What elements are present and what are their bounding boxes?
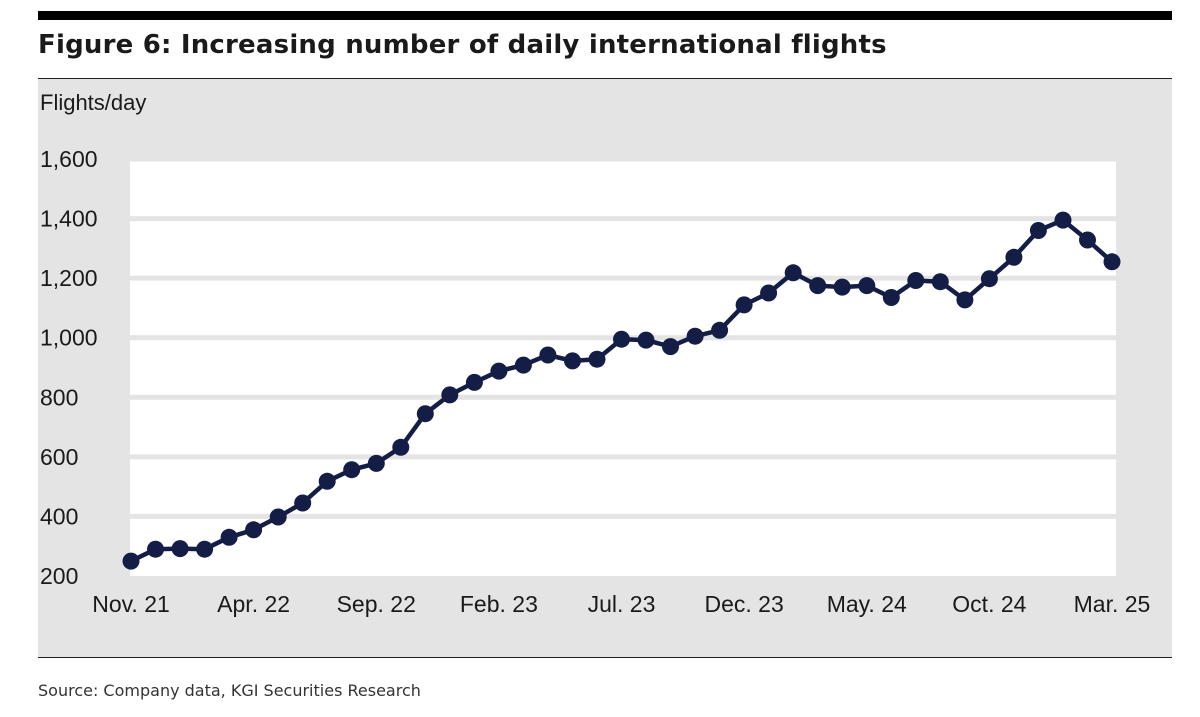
data-point <box>367 454 385 472</box>
data-point <box>392 438 410 456</box>
data-point <box>711 321 729 339</box>
data-point <box>171 540 189 558</box>
y-tick-label: 1,200 <box>40 265 98 291</box>
y-tick-label: 400 <box>40 503 78 529</box>
line-chart: Flights/day 200 400 600 800 1,000 1,200 1,400 1… <box>40 90 1150 617</box>
data-point <box>1005 248 1023 266</box>
data-point <box>980 270 998 288</box>
source-note: Source: Company data, KGI Securities Res… <box>38 681 421 700</box>
y-tick-label: 1,400 <box>40 206 98 232</box>
top-rule <box>38 11 1172 20</box>
y-tick-label: 1,600 <box>40 146 98 172</box>
x-tick-label: Dec. 23 <box>704 591 783 617</box>
data-point <box>343 461 361 479</box>
y-tick-label: 600 <box>40 444 78 470</box>
data-point <box>245 521 263 539</box>
data-point <box>637 331 655 349</box>
data-point <box>416 405 434 423</box>
x-tick-label: Nov. 21 <box>92 591 170 617</box>
data-point <box>907 272 925 289</box>
data-point <box>760 284 778 302</box>
data-point <box>441 386 459 404</box>
data-point <box>809 277 827 295</box>
x-tick-label: Mar. 25 <box>1074 591 1151 617</box>
data-point <box>220 528 238 546</box>
data-point <box>613 330 630 348</box>
data-point <box>269 508 287 526</box>
y-tick-label: 200 <box>40 563 78 589</box>
x-tick-label: Apr. 22 <box>217 591 290 617</box>
data-point <box>784 264 802 282</box>
data-point <box>465 373 483 391</box>
y-axis-unit-label: Flights/day <box>40 90 146 115</box>
data-point <box>1103 253 1121 271</box>
data-point <box>564 352 581 370</box>
data-point <box>662 338 679 356</box>
data-point <box>931 273 949 291</box>
series-points <box>122 211 1121 570</box>
data-point <box>1079 231 1096 249</box>
y-tick-label: 800 <box>40 384 78 410</box>
x-axis-ticks: Nov. 21 Apr. 22 Sep. 22 Feb. 23 Jul. 23 Dec. … <box>92 591 1150 617</box>
x-tick-label: Oct. 24 <box>952 591 1026 617</box>
data-point <box>858 277 876 295</box>
data-point <box>539 346 557 364</box>
x-tick-label: Jul. 23 <box>588 591 656 617</box>
data-point <box>294 494 312 512</box>
data-point <box>318 472 336 490</box>
data-point <box>833 278 851 296</box>
data-point <box>735 296 753 314</box>
data-point <box>686 327 704 345</box>
chart-panel: Flights/day 200 400 600 800 1,000 1,200 1,400 1… <box>38 78 1172 658</box>
gridlines <box>130 156 1116 519</box>
data-point <box>1054 211 1072 229</box>
y-tick-label: 1,000 <box>40 325 98 351</box>
figure-title: Figure 6: Increasing number of daily int… <box>38 30 887 60</box>
x-tick-label: May. 24 <box>827 591 907 617</box>
x-tick-label: Feb. 23 <box>460 591 538 617</box>
data-point <box>490 362 508 380</box>
data-point <box>882 289 900 306</box>
x-tick-label: Sep. 22 <box>337 591 416 617</box>
data-point <box>122 552 140 570</box>
data-point <box>514 356 532 374</box>
data-point <box>588 350 606 368</box>
data-point <box>1029 222 1047 239</box>
data-point <box>196 540 214 558</box>
y-axis-ticks: 200 400 600 800 1,000 1,200 1,400 1,600 <box>40 146 98 589</box>
data-point <box>956 291 974 309</box>
data-point <box>147 540 164 558</box>
